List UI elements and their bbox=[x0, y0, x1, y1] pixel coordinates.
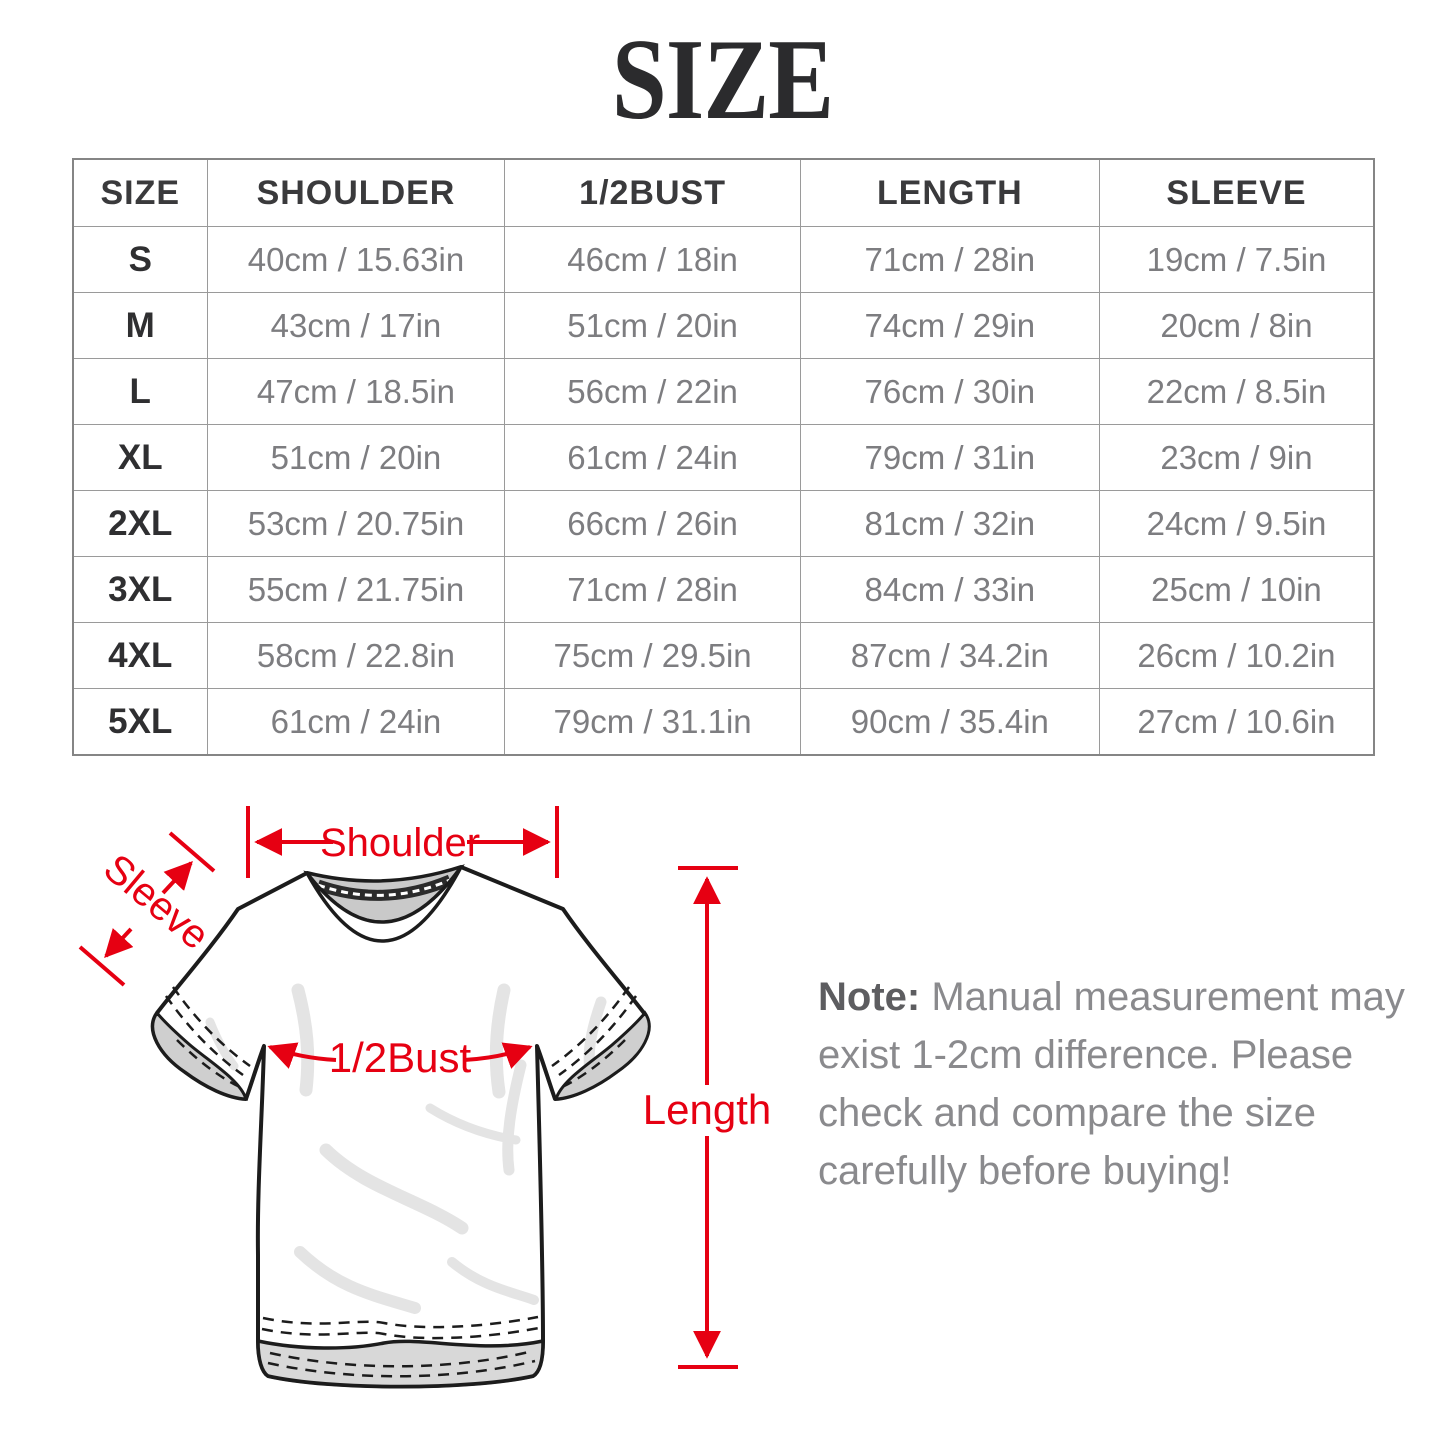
cell-bust: 56cm / 22in bbox=[504, 358, 801, 425]
cell-size: 2XL bbox=[72, 490, 208, 557]
cell-bust: 46cm / 18in bbox=[504, 226, 801, 293]
cell-shoulder: 51cm / 20in bbox=[206, 424, 506, 491]
table-row: S 40cm / 15.63in 46cm / 18in 71cm / 28in… bbox=[72, 226, 1375, 293]
note-line: exist 1-2cm difference. Please bbox=[818, 1033, 1354, 1077]
cell-bust: 71cm / 28in bbox=[504, 556, 801, 623]
cell-length: 81cm / 32in bbox=[799, 490, 1100, 557]
cell-bust: 66cm / 26in bbox=[504, 490, 801, 557]
cell-bust: 79cm / 31.1in bbox=[504, 688, 801, 756]
cuff-stitching bbox=[164, 986, 638, 1090]
header-size: SIZE bbox=[72, 158, 208, 227]
bust-label: 1/2Bust bbox=[329, 1034, 472, 1081]
note-label: Note: bbox=[818, 975, 921, 1019]
wrinkle-shading bbox=[205, 983, 607, 1314]
header-bust: 1/2BUST bbox=[504, 158, 801, 227]
cell-shoulder: 43cm / 17in bbox=[206, 292, 506, 359]
note-block: Note: Manual measurement may exist 1-2cm… bbox=[818, 968, 1418, 1200]
cell-length: 90cm / 35.4in bbox=[799, 688, 1100, 756]
length-dimension bbox=[678, 866, 738, 1369]
tshirt-measurement-diagram: Shoulder Sleeve 1/2Bust Length bbox=[78, 806, 771, 1389]
cell-bust: 61cm / 24in bbox=[504, 424, 801, 491]
table-row: 2XL 53cm / 20.75in 66cm / 26in 81cm / 32… bbox=[72, 490, 1375, 557]
cell-sleeve: 26cm / 10.2in bbox=[1098, 622, 1375, 689]
sleeve-lower-tick bbox=[78, 945, 126, 987]
cell-bust: 51cm / 20in bbox=[504, 292, 801, 359]
cell-shoulder: 55cm / 21.75in bbox=[206, 556, 506, 623]
collar-band bbox=[305, 865, 463, 943]
tshirt-outline-group bbox=[150, 864, 651, 1389]
header-shoulder: SHOULDER bbox=[206, 158, 506, 227]
cell-shoulder: 61cm / 24in bbox=[206, 688, 506, 756]
collar-tape-stitch bbox=[317, 878, 451, 897]
bust-right-arrow bbox=[463, 1042, 533, 1069]
measurement-annotations bbox=[78, 806, 738, 1369]
cell-sleeve: 20cm / 8in bbox=[1098, 292, 1375, 359]
sleeve-upper-tick bbox=[168, 831, 216, 873]
note-line: carefully before buying! bbox=[818, 1149, 1232, 1193]
note-line: check and compare the size bbox=[818, 1091, 1317, 1135]
cell-length: 74cm / 29in bbox=[799, 292, 1100, 359]
table-header-row: SIZE SHOULDER 1/2BUST LENGTH SLEEVE bbox=[72, 158, 1375, 227]
note-line: Note: Manual measurement may bbox=[818, 968, 1418, 1026]
table-row: L 47cm / 18.5in 56cm / 22in 76cm / 30in … bbox=[72, 358, 1375, 425]
table-row: 3XL 55cm / 21.75in 71cm / 28in 84cm / 33… bbox=[72, 556, 1375, 623]
cell-length: 79cm / 31in bbox=[799, 424, 1100, 491]
table-row: XL 51cm / 20in 61cm / 24in 79cm / 31in 2… bbox=[72, 424, 1375, 491]
cell-sleeve: 19cm / 7.5in bbox=[1098, 226, 1375, 293]
size-table: SIZE SHOULDER 1/2BUST LENGTH SLEEVE S 40… bbox=[72, 158, 1375, 756]
cell-size: 3XL bbox=[72, 556, 208, 623]
cell-length: 84cm / 33in bbox=[799, 556, 1100, 623]
cell-sleeve: 25cm / 10in bbox=[1098, 556, 1375, 623]
cell-shoulder: 53cm / 20.75in bbox=[206, 490, 506, 557]
cell-length: 71cm / 28in bbox=[799, 226, 1100, 293]
cell-size: 4XL bbox=[72, 622, 208, 689]
header-length: LENGTH bbox=[799, 158, 1100, 227]
shoulder-dimension bbox=[246, 806, 559, 878]
page-title: SIZE bbox=[611, 16, 834, 144]
sleeve-dimension bbox=[78, 831, 216, 987]
hem-band bbox=[256, 1338, 545, 1389]
cell-shoulder: 40cm / 15.63in bbox=[206, 226, 506, 293]
bust-dimension bbox=[267, 1042, 533, 1069]
cell-bust: 75cm / 29.5in bbox=[504, 622, 801, 689]
cell-length: 76cm / 30in bbox=[799, 358, 1100, 425]
hem-stitching bbox=[261, 1315, 540, 1378]
table-row: 4XL 58cm / 22.8in 75cm / 29.5in 87cm / 3… bbox=[72, 622, 1375, 689]
cell-sleeve: 24cm / 9.5in bbox=[1098, 490, 1375, 557]
table-row: M 43cm / 17in 51cm / 20in 74cm / 29in 20… bbox=[72, 292, 1375, 359]
table-row: 5XL 61cm / 24in 79cm / 31.1in 90cm / 35.… bbox=[72, 688, 1375, 756]
shoulder-label: Shoulder bbox=[320, 821, 480, 865]
sleeve-label: Sleeve bbox=[95, 846, 217, 958]
note-text: Manual measurement may bbox=[931, 975, 1405, 1019]
cell-size: S bbox=[72, 226, 208, 293]
cell-size: XL bbox=[72, 424, 208, 491]
cell-size: M bbox=[72, 292, 208, 359]
sleeve-lower-arrow bbox=[104, 927, 134, 959]
cell-length: 87cm / 34.2in bbox=[799, 622, 1100, 689]
length-label: Length bbox=[643, 1086, 771, 1133]
cell-sleeve: 22cm / 8.5in bbox=[1098, 358, 1375, 425]
cell-shoulder: 47cm / 18.5in bbox=[206, 358, 506, 425]
sleeve-upper-arrow bbox=[161, 860, 193, 895]
bust-left-arrow bbox=[267, 1042, 337, 1069]
cell-sleeve: 27cm / 10.6in bbox=[1098, 688, 1375, 756]
cell-shoulder: 58cm / 22.8in bbox=[206, 622, 506, 689]
cell-size: L bbox=[72, 358, 208, 425]
header-sleeve: SLEEVE bbox=[1098, 158, 1375, 227]
cell-size: 5XL bbox=[72, 688, 208, 756]
cell-sleeve: 23cm / 9in bbox=[1098, 424, 1375, 491]
